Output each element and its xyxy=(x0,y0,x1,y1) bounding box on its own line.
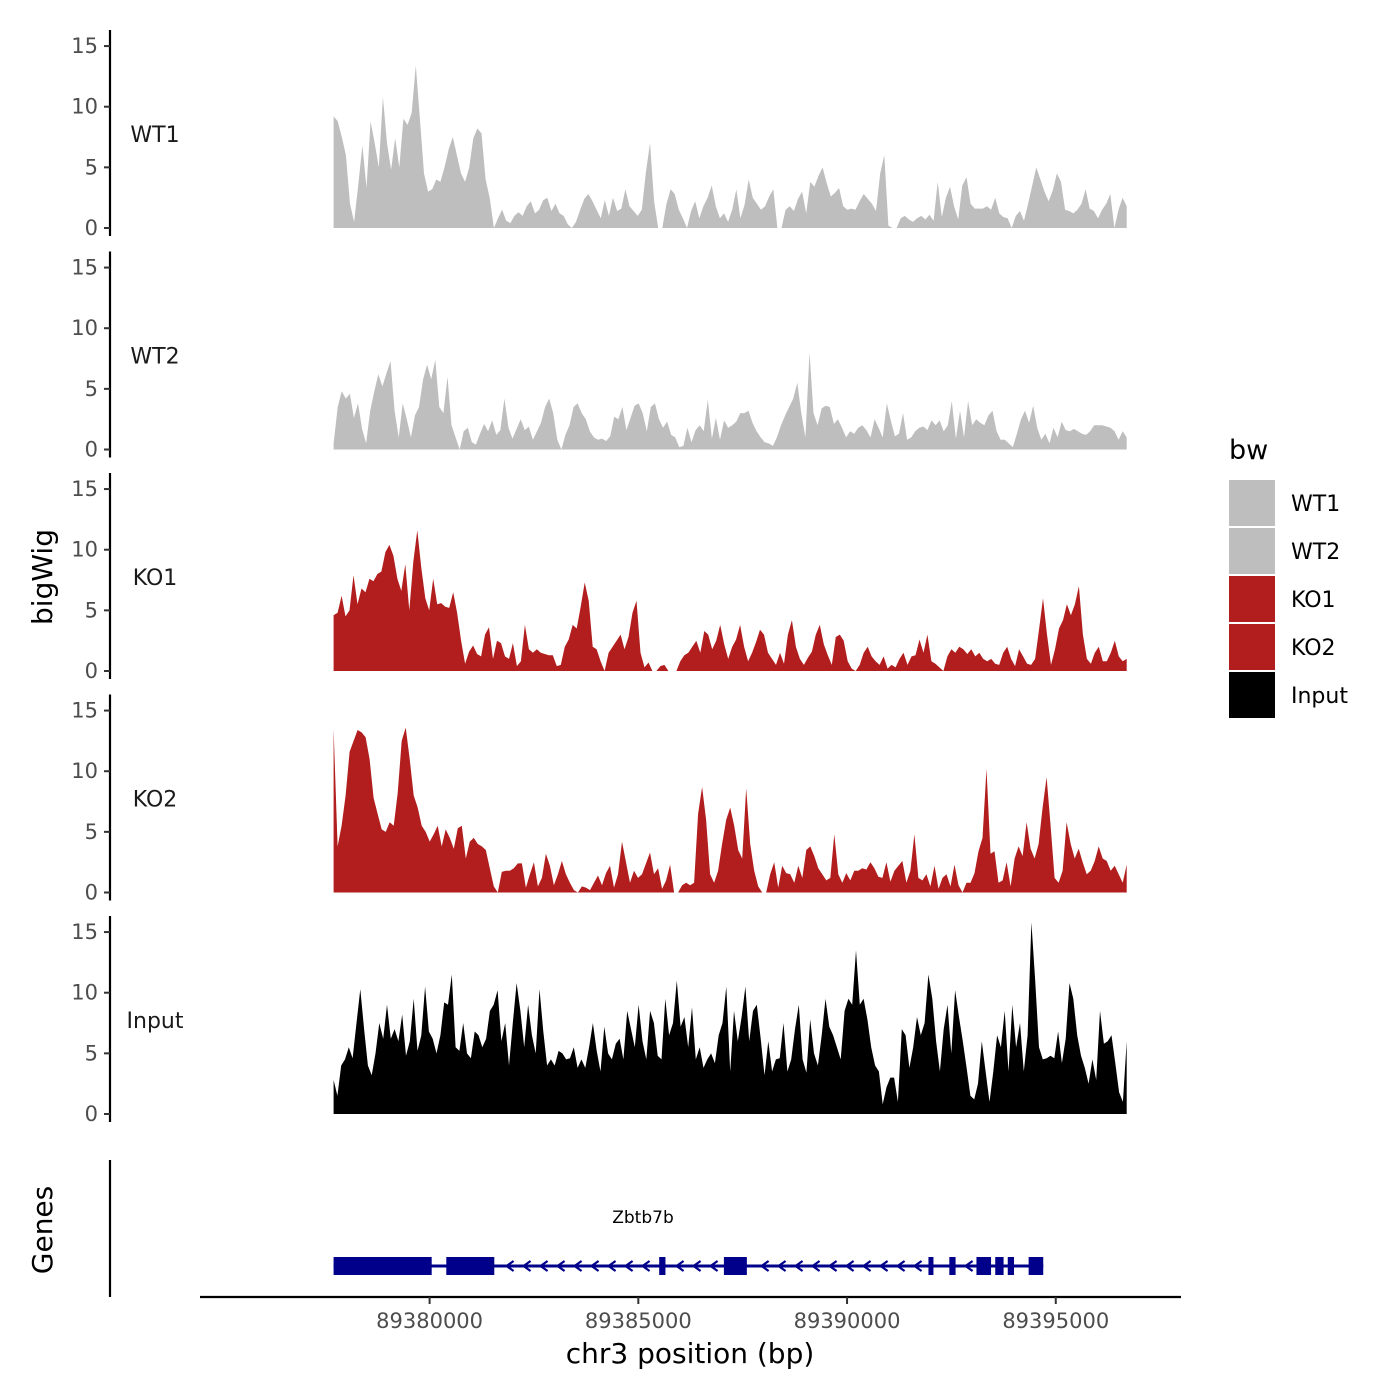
gene-exon xyxy=(949,1257,956,1275)
strand-arrow xyxy=(640,1260,651,1272)
strand-arrow xyxy=(810,1260,821,1272)
y-tick-label: 5 xyxy=(85,155,98,179)
gene-label: Zbtb7b xyxy=(612,1208,674,1228)
strand-arrow xyxy=(912,1260,923,1272)
strand-arrow xyxy=(504,1260,515,1272)
legend-swatch-wt2 xyxy=(1229,528,1275,574)
strand-arrow xyxy=(878,1260,889,1272)
gene-exon xyxy=(995,1257,1004,1275)
coverage-area-wt1 xyxy=(333,65,1127,228)
legend-label-ko1: KO1 xyxy=(1291,588,1336,613)
gene-exon xyxy=(723,1257,747,1275)
gene-exon xyxy=(976,1257,992,1275)
track-label: Input xyxy=(127,1009,184,1034)
gene-exon xyxy=(446,1257,495,1275)
strand-arrow xyxy=(691,1260,702,1272)
gene-exon xyxy=(1028,1257,1044,1275)
x-tick-label: 89395000 xyxy=(1002,1309,1109,1333)
strand-arrow xyxy=(963,1260,974,1272)
y-tick-label: 5 xyxy=(85,1041,98,1065)
y-tick-label: 0 xyxy=(85,659,98,683)
strand-arrow xyxy=(623,1260,634,1272)
legend-swatch-wt1 xyxy=(1229,480,1275,526)
coverage-tracks: 0 5 10 15 WT1 0 5 10 15 WT2 0 5 10 15 KO1 0 5 10 15 KO2 0 5 10… xyxy=(71,30,1127,1126)
x-tick-label: 89385000 xyxy=(585,1309,692,1333)
track-ko2: 0 5 10 15 KO2 xyxy=(71,694,1127,905)
x-axis: 89380000 89385000 89390000 89395000 xyxy=(200,1295,1181,1333)
strand-arrow xyxy=(844,1260,855,1272)
coverage-area-wt2 xyxy=(333,352,1127,450)
strand-arrow xyxy=(793,1260,804,1272)
y-tick-label: 10 xyxy=(71,316,98,340)
coverage-area-input xyxy=(333,922,1127,1114)
y-tick-label: 10 xyxy=(71,759,98,783)
track-label: WT1 xyxy=(130,123,179,148)
strand-arrow xyxy=(827,1260,838,1272)
y-tick-label: 15 xyxy=(71,256,98,280)
track-wt1: 0 5 10 15 WT1 xyxy=(71,30,1127,240)
legend-label-wt2: WT2 xyxy=(1291,540,1340,565)
strand-arrow xyxy=(776,1260,787,1272)
coverage-area-ko2 xyxy=(333,727,1127,893)
strand-arrow xyxy=(861,1260,872,1272)
legend-label-wt1: WT1 xyxy=(1291,492,1340,517)
legend-label-ko2: KO2 xyxy=(1291,636,1336,661)
x-tick-label: 89380000 xyxy=(376,1309,483,1333)
y-tick-label: 15 xyxy=(71,477,98,501)
y-tick-label: 5 xyxy=(85,820,98,844)
y-tick-label: 10 xyxy=(71,95,98,119)
y-tick-label: 0 xyxy=(85,881,98,905)
track-label: KO2 xyxy=(133,788,178,813)
legend-swatch-ko2 xyxy=(1229,624,1275,670)
legend-label-input: Input xyxy=(1291,684,1348,709)
genes-axis-title: Genes xyxy=(26,1186,59,1274)
track-label: KO1 xyxy=(133,566,178,591)
y-tick-label: 15 xyxy=(71,699,98,723)
gene-exon xyxy=(1007,1257,1015,1275)
genes-panel: Zbtb7b xyxy=(108,1160,1044,1297)
y-tick-label: 10 xyxy=(71,538,98,562)
y-tick-label: 15 xyxy=(71,920,98,944)
x-tick-label: 89390000 xyxy=(794,1309,901,1333)
y-tick-label: 15 xyxy=(71,34,98,58)
strand-arrow xyxy=(572,1260,583,1272)
strand-arrow xyxy=(589,1260,600,1272)
y-tick-label: 5 xyxy=(85,598,98,622)
coverage-area-ko1 xyxy=(333,530,1127,671)
strand-arrow xyxy=(606,1260,617,1272)
y-tick-label: 5 xyxy=(85,377,98,401)
strand-arrow xyxy=(759,1260,770,1272)
y-tick-label: 0 xyxy=(85,438,98,462)
gene-exon xyxy=(659,1257,666,1275)
y-axis-title: bigWig xyxy=(26,529,59,625)
y-tick-label: 0 xyxy=(85,1102,98,1126)
strand-arrow xyxy=(708,1260,719,1272)
legend-swatch-ko1 xyxy=(1229,576,1275,622)
y-tick-label: 10 xyxy=(71,981,98,1005)
track-wt2: 0 5 10 15 WT2 xyxy=(71,251,1127,462)
legend-title: bw xyxy=(1229,435,1268,466)
gene-exon xyxy=(333,1257,432,1275)
strand-arrow xyxy=(521,1260,532,1272)
legend: bw WT1 WT2 KO1 KO2 Input xyxy=(1229,435,1348,718)
gene-exon xyxy=(928,1257,934,1275)
track-label: WT2 xyxy=(130,345,179,370)
y-tick-label: 0 xyxy=(85,216,98,240)
track-input: 0 5 10 15 Input xyxy=(71,916,1127,1126)
strand-arrow xyxy=(538,1260,549,1272)
strand-arrow xyxy=(674,1260,685,1272)
x-axis-title: chr3 position (bp) xyxy=(566,1337,815,1370)
track-ko1: 0 5 10 15 KO1 xyxy=(71,473,1127,683)
strand-arrow xyxy=(555,1260,566,1272)
strand-arrow xyxy=(895,1260,906,1272)
legend-swatch-input xyxy=(1229,672,1275,718)
